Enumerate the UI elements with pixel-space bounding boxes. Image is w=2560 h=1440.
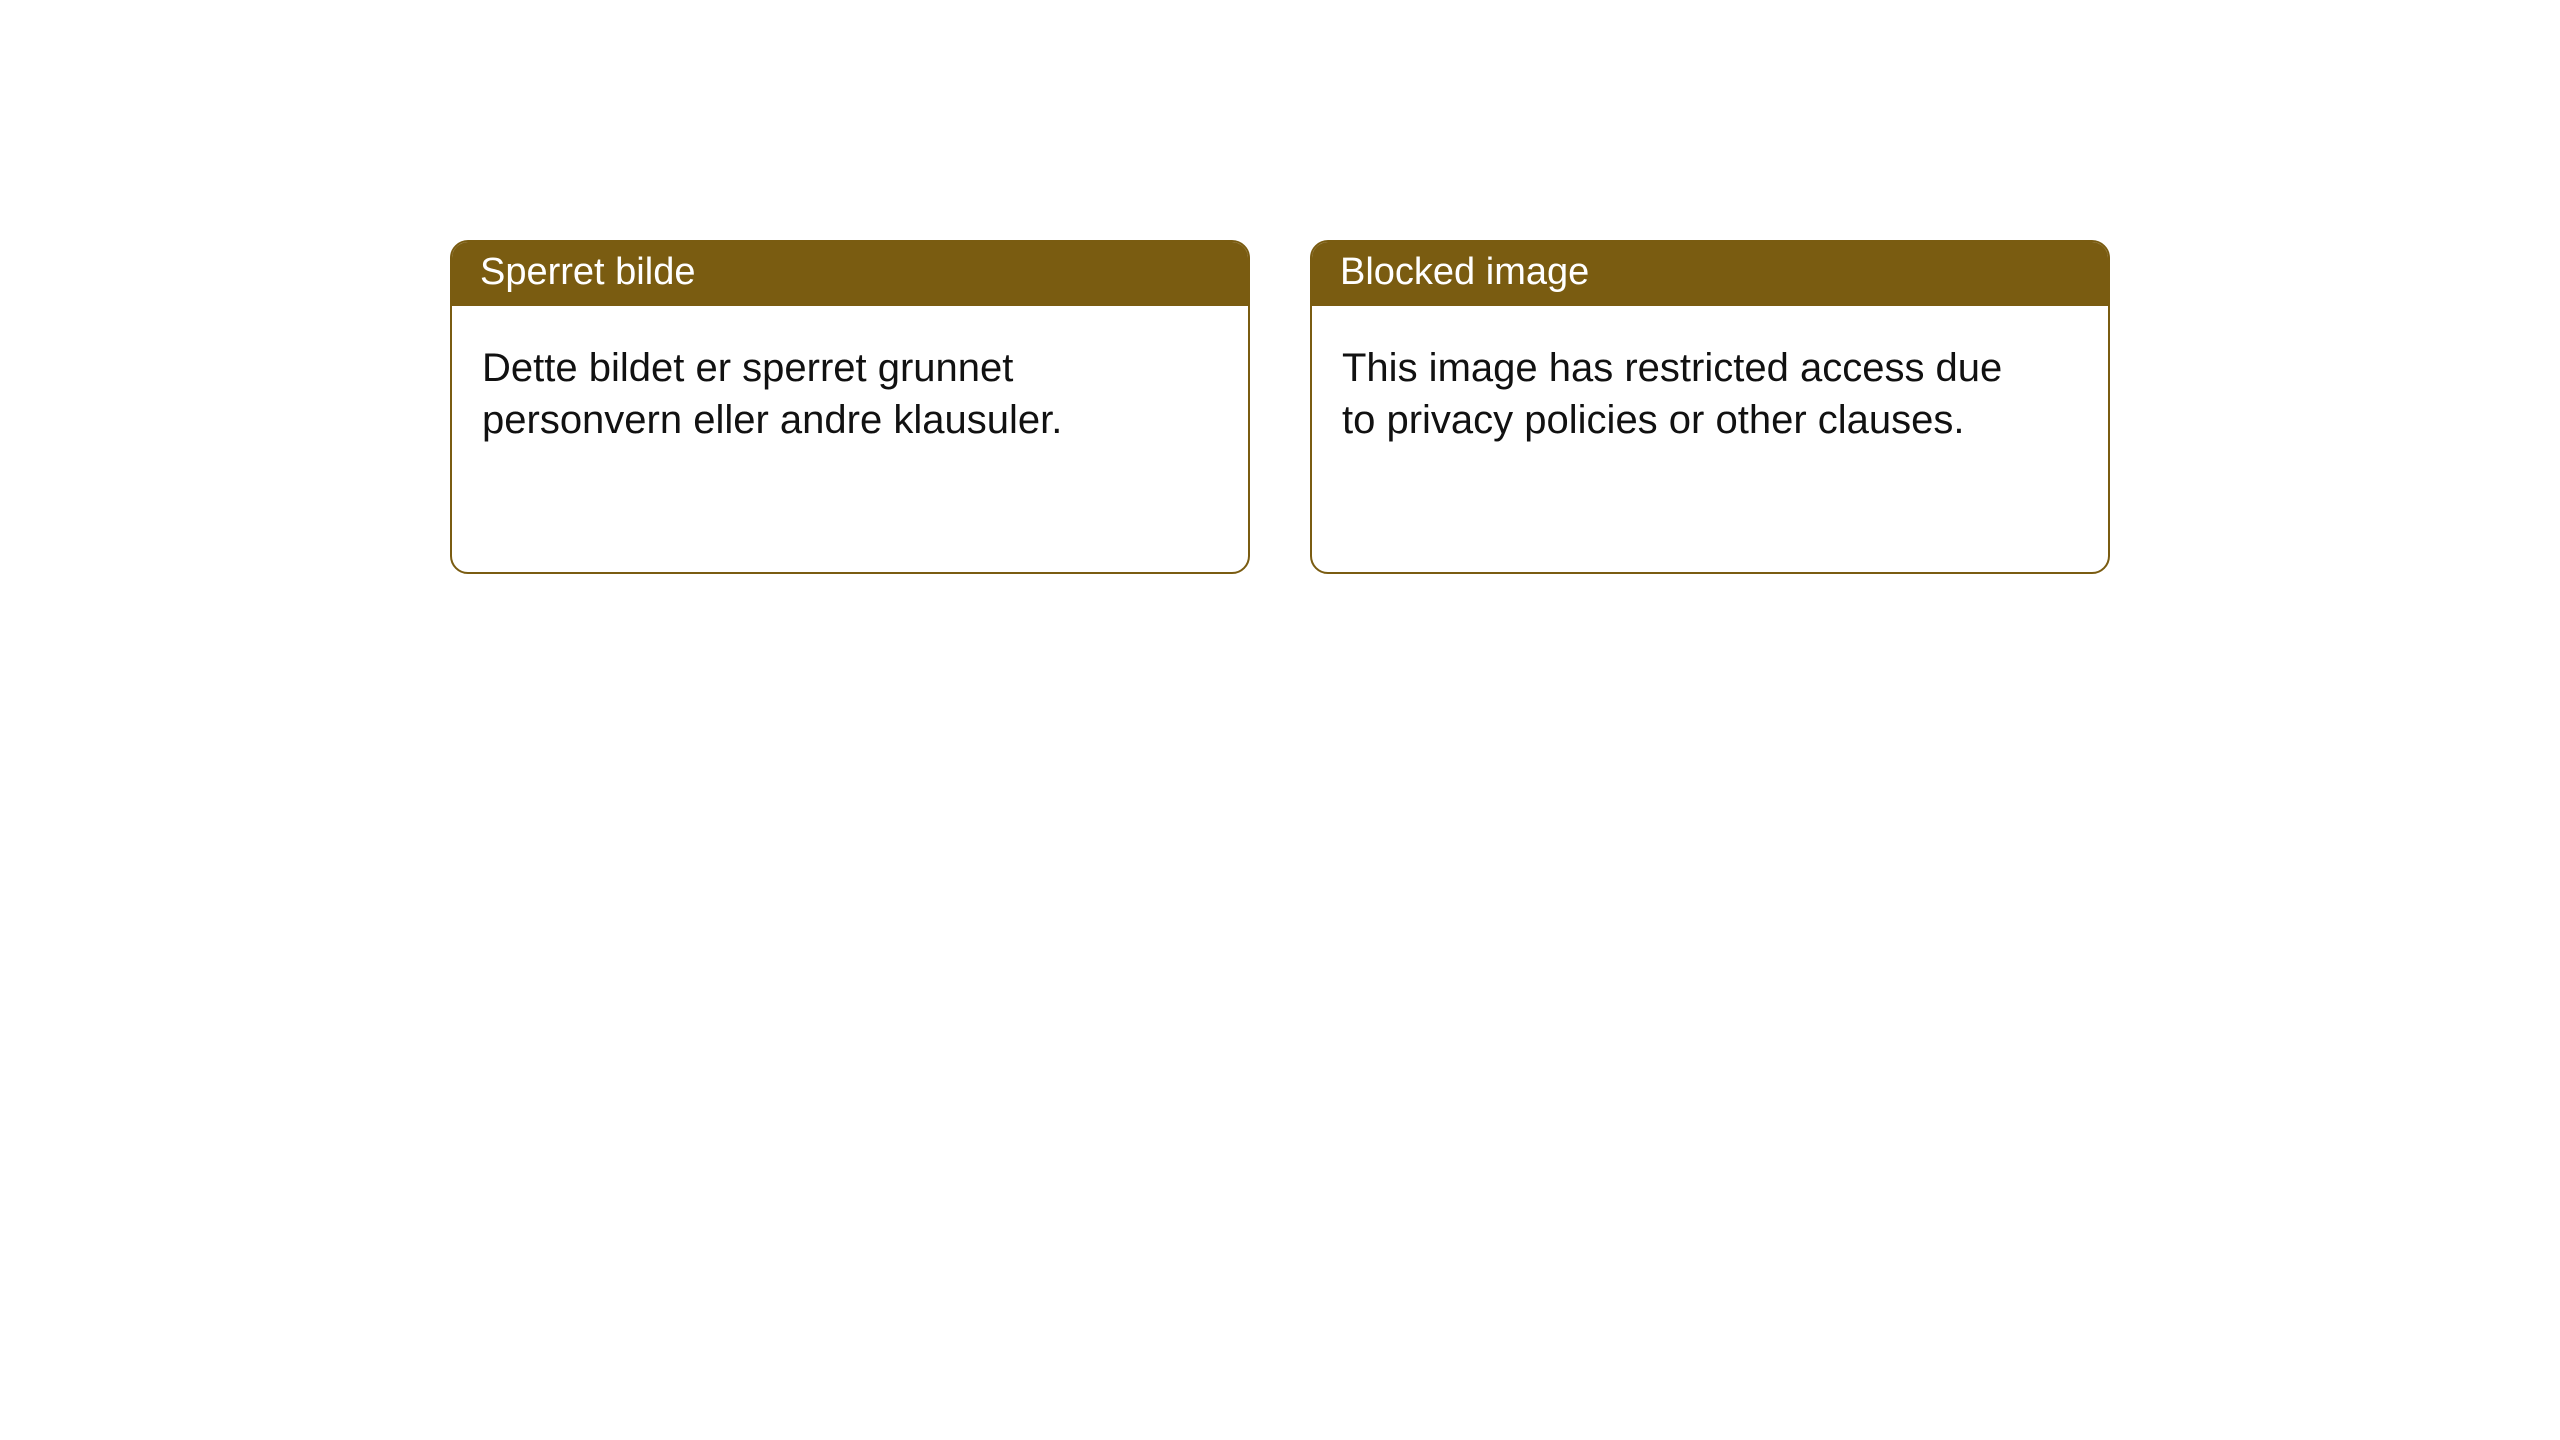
notice-card-title: Blocked image [1312, 242, 2108, 306]
notice-card-body: Dette bildet er sperret grunnet personve… [452, 306, 1192, 476]
notice-cards-row: Sperret bilde Dette bildet er sperret gr… [0, 0, 2560, 574]
notice-card-norwegian: Sperret bilde Dette bildet er sperret gr… [450, 240, 1250, 574]
notice-card-body: This image has restricted access due to … [1312, 306, 2052, 476]
notice-card-title: Sperret bilde [452, 242, 1248, 306]
notice-card-english: Blocked image This image has restricted … [1310, 240, 2110, 574]
